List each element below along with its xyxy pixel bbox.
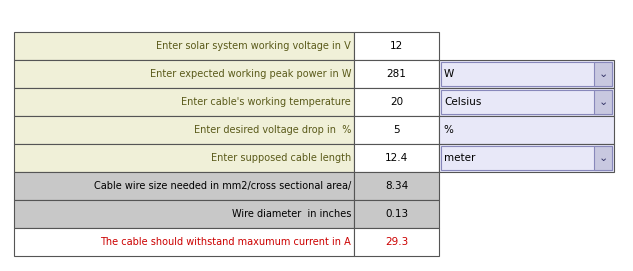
Bar: [354, 144, 439, 172]
Bar: [354, 88, 439, 116]
Bar: [594, 62, 612, 86]
Text: 281: 281: [387, 69, 406, 79]
Text: Enter solar system working voltage in V: Enter solar system working voltage in V: [156, 41, 351, 51]
Bar: [14, 228, 354, 256]
Text: 12.4: 12.4: [385, 153, 408, 163]
Text: The cable should withstand maxumum current in A: The cable should withstand maxumum curre…: [100, 237, 351, 247]
Text: ⌄: ⌄: [598, 69, 608, 79]
Text: Enter supposed cable length: Enter supposed cable length: [211, 153, 351, 163]
Text: 29.3: 29.3: [385, 237, 408, 247]
Text: meter: meter: [444, 153, 475, 163]
Text: 5: 5: [393, 125, 400, 135]
Bar: [14, 172, 354, 200]
Text: Cable wire size needed in mm2/cross sectional area/: Cable wire size needed in mm2/cross sect…: [94, 181, 351, 191]
Text: 8.34: 8.34: [385, 181, 408, 191]
Bar: [14, 88, 354, 116]
Text: Enter desired voltage drop in  %: Enter desired voltage drop in %: [194, 125, 351, 135]
Bar: [14, 60, 354, 88]
Bar: [439, 144, 614, 172]
Text: W: W: [444, 69, 454, 79]
Bar: [594, 90, 612, 114]
Text: 20: 20: [390, 97, 403, 107]
Bar: [594, 146, 612, 170]
Text: ⌄: ⌄: [598, 153, 608, 163]
Bar: [439, 88, 614, 116]
Text: 0.13: 0.13: [385, 209, 408, 219]
Bar: [354, 32, 439, 60]
Bar: [439, 60, 614, 88]
Text: Wire diameter  in inches: Wire diameter in inches: [232, 209, 351, 219]
Bar: [441, 146, 612, 170]
Text: Enter expected working peak power in W: Enter expected working peak power in W: [149, 69, 351, 79]
Bar: [14, 200, 354, 228]
Text: 12: 12: [390, 41, 403, 51]
Bar: [14, 32, 354, 60]
Bar: [354, 172, 439, 200]
Bar: [354, 200, 439, 228]
Bar: [441, 62, 612, 86]
Bar: [354, 60, 439, 88]
Bar: [441, 90, 612, 114]
Text: Celsius: Celsius: [444, 97, 481, 107]
Bar: [14, 144, 354, 172]
Bar: [14, 116, 354, 144]
Bar: [354, 116, 439, 144]
Text: ⌄: ⌄: [598, 97, 608, 107]
Text: %: %: [443, 125, 453, 135]
Bar: [439, 116, 614, 144]
Bar: [354, 228, 439, 256]
Text: Enter cable's working temperature: Enter cable's working temperature: [181, 97, 351, 107]
